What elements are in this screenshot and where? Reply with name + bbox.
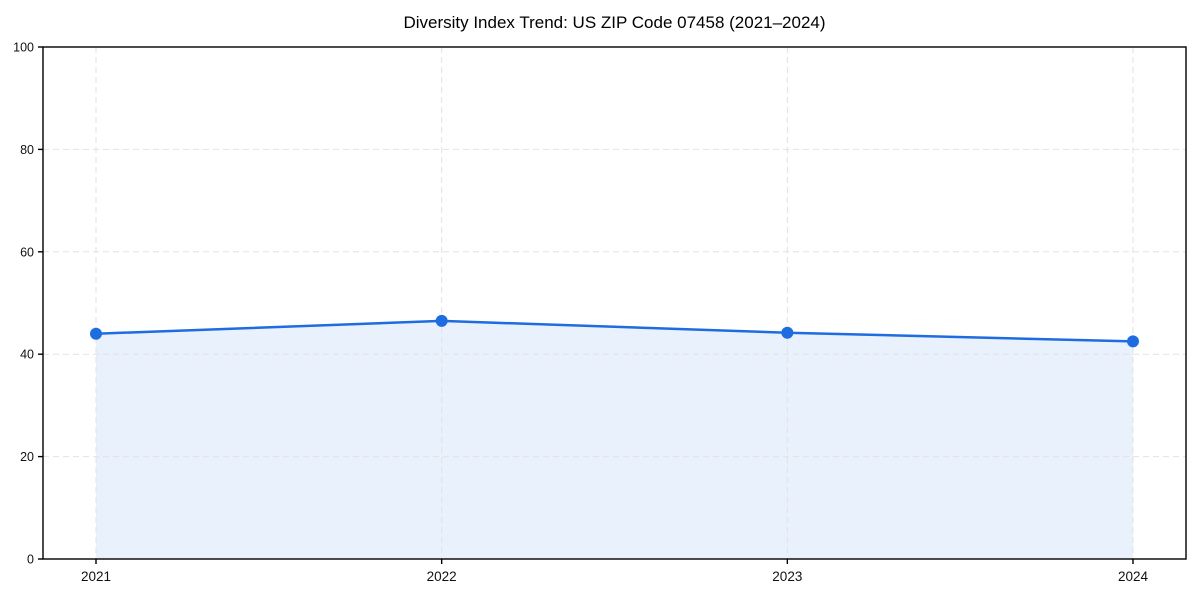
y-tick-label: 0	[27, 553, 34, 567]
data-point	[781, 326, 794, 339]
data-point	[435, 314, 448, 327]
plot-border	[42, 46, 1187, 560]
y-tick-label: 100	[13, 41, 34, 55]
trend-line	[94, 319, 1135, 343]
y-axis: 0 20 40 60 80 100	[13, 41, 43, 567]
x-axis: 2021 2022 2023 2024	[81, 559, 1149, 584]
data-points	[90, 314, 1139, 348]
data-point	[1127, 335, 1139, 348]
y-tick-label: 40	[20, 348, 34, 362]
data-point	[90, 327, 102, 340]
y-tick-label: 60	[20, 245, 34, 259]
x-tick-label: 2021	[81, 569, 111, 584]
chart-title: Diversity Index Trend: US ZIP Code 07458…	[403, 13, 826, 32]
y-tick-label: 80	[20, 143, 34, 157]
x-tick-label: 2022	[427, 569, 457, 584]
y-tick-label: 20	[20, 450, 34, 464]
area-fill	[96, 320, 1133, 559]
x-tick-label: 2023	[772, 569, 802, 584]
x-tick-label: 2024	[1118, 569, 1149, 584]
